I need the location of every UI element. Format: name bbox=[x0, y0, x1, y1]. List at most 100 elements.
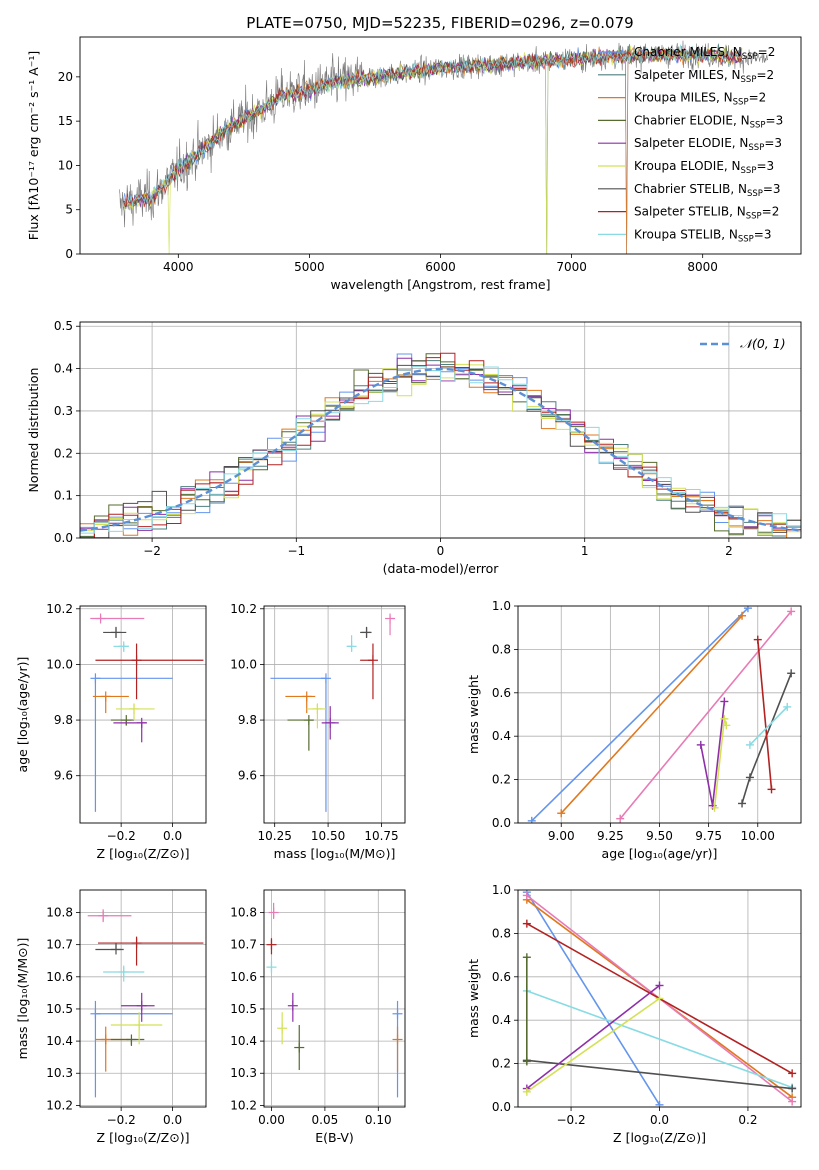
y-axis-label: mass weight bbox=[466, 959, 481, 1038]
legend-entry: Salpeter ELODIE, NSSP=3 bbox=[634, 136, 782, 153]
y-tick-label: 10.2 bbox=[46, 1098, 73, 1112]
y-tick-label: 10.2 bbox=[230, 1098, 257, 1112]
x-tick-label: 9.75 bbox=[695, 829, 722, 843]
errorbar-point bbox=[103, 626, 127, 638]
x-axis-label: mass [log₁₀(M/M⊙)] bbox=[274, 846, 396, 861]
spectrum-plot: 4000 5000 6000 7000 8000 0 5 10 15 20 wavelength [… bbox=[26, 36, 802, 292]
y-tick-label: 9.6 bbox=[238, 769, 257, 783]
y-tick-label: 10.4 bbox=[46, 1034, 73, 1048]
residual-histogram-plot: −2 −1 0 1 2 0.0 0.1 0.2 0.3 0.4 0.5 (data-model)/er… bbox=[26, 319, 802, 576]
errorbar-point bbox=[113, 641, 129, 652]
y-tick-label: 10.4 bbox=[230, 1034, 257, 1048]
errorbar-point bbox=[116, 703, 155, 721]
y-axis-label: age [log₁₀(age/yr)] bbox=[15, 657, 30, 773]
x-tick-label: 0.00 bbox=[258, 1113, 285, 1127]
y-tick-label: 10.8 bbox=[46, 906, 73, 920]
x-tick-label: 7000 bbox=[556, 260, 587, 274]
model-spectrum-line bbox=[122, 44, 743, 209]
y-tick-label: 5 bbox=[65, 203, 73, 217]
errorbar-point bbox=[270, 673, 331, 812]
y-tick-label: 10.8 bbox=[230, 906, 257, 920]
y-tick-label: 9.8 bbox=[238, 713, 257, 727]
x-axis-label: Z [log₁₀(Z/Z⊙)] bbox=[613, 1130, 706, 1145]
x-tick-label: 9.00 bbox=[548, 829, 575, 843]
x-tick-label: 0.0 bbox=[163, 829, 182, 843]
age-vs-metallicity-plot: −0.2 0.0 9.6 9.8 10.0 10.2 Z [log₁₀(Z/Z⊙)] age … bbox=[15, 602, 207, 861]
age-vs-mass-plot: 10.25 10.50 10.75 9.6 9.8 10.0 10.2 mass [log₁₀… bbox=[230, 602, 406, 861]
legend-value: =2 bbox=[762, 205, 780, 219]
x-tick-label: 10.50 bbox=[311, 829, 345, 843]
axes-frame bbox=[79, 605, 207, 824]
weight-series bbox=[738, 669, 796, 808]
x-tick-label: 5000 bbox=[294, 260, 325, 274]
legend-subscript: SSP bbox=[742, 52, 758, 62]
plot-area bbox=[266, 902, 403, 1098]
y-tick-label: 15 bbox=[58, 114, 73, 128]
y-tick-label: 10.2 bbox=[230, 602, 257, 616]
x-tick-label: 9.50 bbox=[646, 829, 673, 843]
legend-subscript: SSP bbox=[750, 120, 766, 130]
legend-value: =3 bbox=[766, 113, 784, 127]
weight-series bbox=[710, 714, 731, 812]
x-tick-label: −1 bbox=[287, 544, 305, 558]
errorbar-point bbox=[287, 992, 298, 1022]
x-tick-label: 0 bbox=[437, 544, 445, 558]
weight-line bbox=[526, 1059, 793, 1090]
errorbar-point bbox=[110, 715, 134, 726]
y-tick-label: 0.5 bbox=[54, 319, 73, 333]
weight-series bbox=[745, 702, 792, 749]
y-tick-label: 0.3 bbox=[54, 404, 73, 418]
weight-line bbox=[526, 990, 793, 1089]
weight-line bbox=[531, 607, 749, 822]
errorbar-point bbox=[294, 1025, 305, 1071]
weight-line bbox=[526, 997, 660, 1093]
errorbar-point bbox=[87, 909, 132, 923]
legend-subscript: SSP bbox=[741, 75, 757, 85]
errorbar-point bbox=[103, 965, 145, 982]
plot-area bbox=[87, 909, 204, 1098]
legend-subscript: SSP bbox=[738, 234, 754, 244]
y-tick-label: 10.0 bbox=[46, 657, 73, 671]
y-tick-label: 10.7 bbox=[46, 938, 73, 952]
errorbar-point bbox=[392, 1026, 403, 1072]
errorbar-point bbox=[266, 960, 277, 974]
y-tick-label: 10.6 bbox=[46, 970, 73, 984]
y-tick-label: 10.2 bbox=[46, 602, 73, 616]
errorbar-point bbox=[95, 943, 124, 955]
legend-value: =3 bbox=[763, 182, 781, 196]
x-tick-label: 10.00 bbox=[741, 829, 775, 843]
plot-area bbox=[80, 352, 801, 538]
errorbar-point bbox=[360, 643, 378, 700]
errorbar-point bbox=[268, 902, 279, 919]
figure-title: PLATE=0750, MJD=52235, FIBERID=0296, z=0… bbox=[246, 14, 633, 32]
errorbar-point bbox=[121, 992, 155, 1022]
weight-series bbox=[696, 697, 729, 810]
mass-weight-vs-metallicity-plot: −0.2 0.0 0.2 0.0 0.2 0.4 0.6 0.8 1.0 Z [log₁₀(Z/Z… bbox=[466, 883, 802, 1145]
x-tick-label: −0.2 bbox=[107, 1113, 136, 1127]
weight-line bbox=[749, 706, 788, 746]
legend-subscript: SSP bbox=[746, 212, 762, 222]
errorbar-point bbox=[95, 643, 204, 700]
errorbar-point bbox=[277, 1012, 288, 1045]
y-tick-label: 10.5 bbox=[230, 1002, 257, 1016]
x-tick-label: −2 bbox=[143, 544, 161, 558]
legend-entry: Salpeter MILES, NSSP=2 bbox=[634, 68, 774, 85]
legend-entry: Kroupa STELIB, NSSP=3 bbox=[634, 227, 772, 244]
spectrum-legend: Chabrier MILES, NSSP=2 Salpeter MILES, NS… bbox=[598, 45, 783, 244]
weight-series bbox=[522, 953, 531, 1066]
errorbar-point bbox=[385, 613, 396, 636]
legend-entry: Kroupa ELODIE, NSSP=3 bbox=[634, 159, 774, 176]
x-axis-label: E(B-V) bbox=[315, 1130, 354, 1145]
x-tick-label: −0.2 bbox=[107, 829, 136, 843]
plot-area bbox=[522, 890, 797, 1107]
errorbar-point bbox=[287, 715, 314, 751]
x-axis-label: Z [log₁₀(Z/Z⊙)] bbox=[97, 1130, 190, 1145]
errorbar-point bbox=[90, 613, 145, 624]
y-tick-label: 9.8 bbox=[54, 713, 73, 727]
errorbar-point bbox=[110, 1012, 163, 1045]
axes-frame bbox=[263, 605, 406, 824]
x-tick-label: 0.10 bbox=[365, 1113, 392, 1127]
errorbar-point bbox=[306, 703, 326, 729]
y-tick-label: 0.2 bbox=[492, 773, 511, 787]
